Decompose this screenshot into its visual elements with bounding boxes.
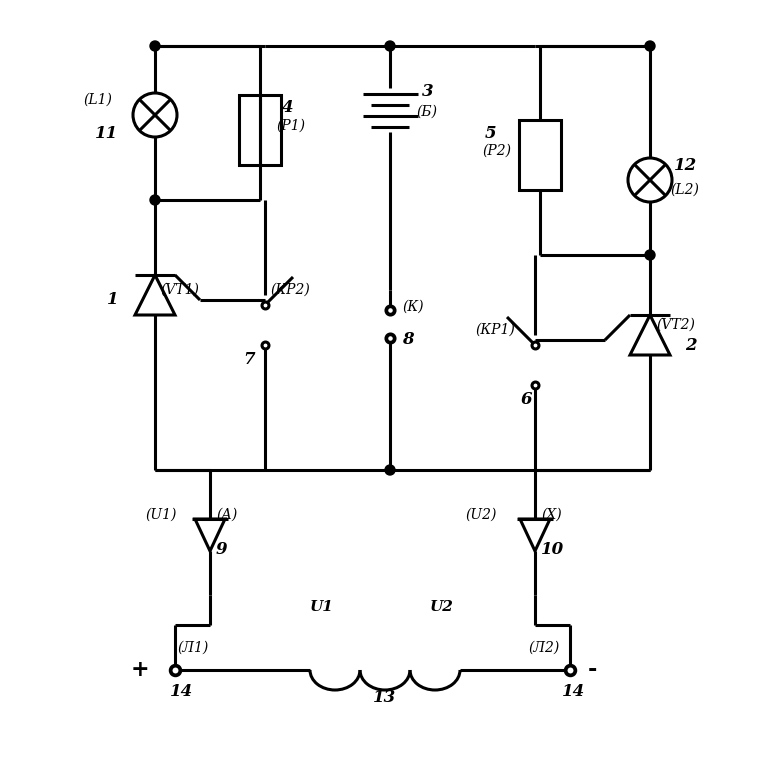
Text: 8: 8 (402, 332, 413, 349)
Text: (Л2): (Л2) (528, 641, 559, 655)
Text: U2: U2 (430, 600, 454, 614)
Circle shape (150, 41, 160, 51)
Text: (Х): (Х) (541, 508, 562, 522)
Text: 14: 14 (170, 683, 193, 700)
Text: 2: 2 (685, 336, 697, 353)
Text: 10: 10 (541, 542, 564, 558)
Circle shape (645, 41, 655, 51)
Text: 14: 14 (562, 683, 585, 700)
Circle shape (645, 250, 655, 260)
Text: (L2): (L2) (670, 183, 699, 197)
Text: (А): (А) (216, 508, 237, 522)
Circle shape (385, 41, 395, 51)
Text: 6: 6 (521, 391, 533, 408)
Text: (P2): (P2) (482, 144, 511, 158)
Text: (Л1): (Л1) (177, 641, 208, 655)
Text: 3: 3 (422, 83, 434, 100)
Circle shape (150, 195, 160, 205)
Text: 13: 13 (374, 689, 396, 706)
Text: U1: U1 (310, 600, 334, 614)
Text: 7: 7 (243, 352, 254, 368)
Text: (Б): (Б) (416, 105, 437, 119)
Text: (КР1): (КР1) (475, 323, 515, 337)
Text: 12: 12 (674, 156, 697, 174)
Text: (VT1): (VT1) (160, 283, 199, 297)
Text: (P1): (P1) (276, 119, 305, 133)
Text: 1: 1 (107, 292, 119, 309)
Text: (К): (К) (402, 300, 424, 314)
Text: (L1): (L1) (83, 93, 112, 107)
Text: 4: 4 (282, 100, 293, 116)
Bar (519, 120, 561, 190)
Text: -: - (587, 659, 597, 681)
Text: +: + (131, 659, 149, 681)
Text: (КР2): (КР2) (270, 283, 310, 297)
Text: (U1): (U1) (145, 508, 176, 522)
Bar (239, 95, 281, 165)
Text: (VT2): (VT2) (656, 318, 695, 332)
Text: (U2): (U2) (465, 508, 496, 522)
Circle shape (385, 465, 395, 475)
Text: 11: 11 (95, 125, 119, 142)
Text: 9: 9 (216, 542, 228, 558)
Text: 5: 5 (485, 125, 497, 142)
